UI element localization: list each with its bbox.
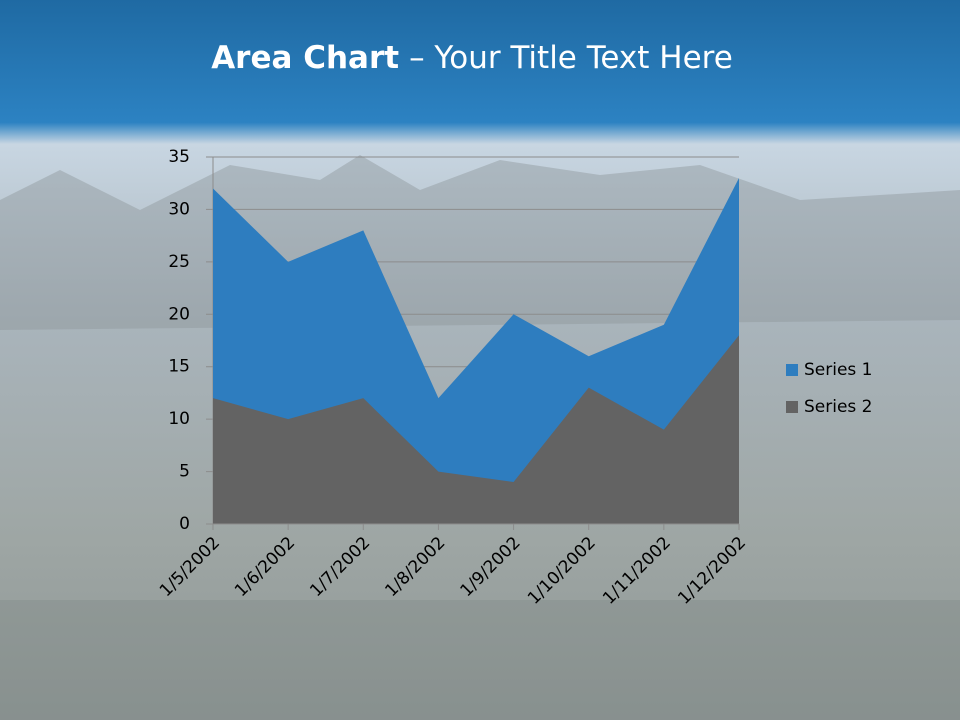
y-tick-label: 15: [168, 357, 190, 377]
y-tick-label: 35: [168, 147, 190, 167]
legend-label: Series 1: [804, 360, 873, 380]
slide-title: Area Chart – Your Title Text Here: [0, 40, 944, 76]
legend-label: Series 2: [804, 397, 873, 417]
y-tick-label: 0: [179, 514, 190, 534]
y-tick-label: 20: [168, 304, 190, 324]
y-tick-label: 30: [168, 199, 190, 219]
legend-swatch: [786, 364, 798, 376]
y-tick-label: 5: [179, 462, 190, 482]
y-tick-label: 25: [168, 252, 190, 272]
legend-swatch: [786, 401, 798, 413]
rock-decoration: [0, 600, 960, 720]
area: [213, 335, 739, 524]
title-rest: – Your Title Text Here: [409, 40, 733, 76]
title-bold: Area Chart: [211, 40, 400, 76]
y-tick-label: 10: [168, 409, 190, 429]
